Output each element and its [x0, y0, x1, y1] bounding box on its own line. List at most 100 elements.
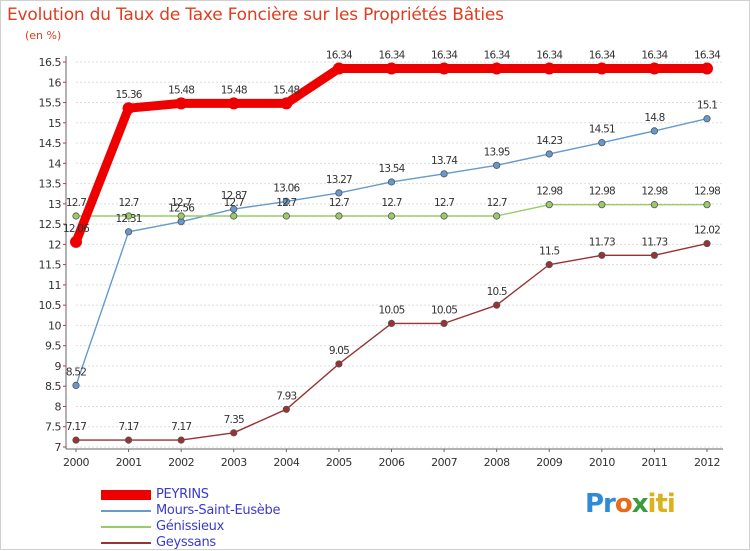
- y-tick-label: 12: [48, 238, 61, 251]
- chart-title: Evolution du Taux de Taxe Foncière sur l…: [7, 5, 504, 25]
- data-point: [177, 436, 185, 444]
- data-label: 7.35: [224, 414, 244, 426]
- data-point: [175, 97, 188, 110]
- legend-swatch: [101, 490, 151, 500]
- data-label: 15.36: [116, 89, 143, 101]
- data-point: [543, 62, 556, 75]
- data-label: 11.73: [641, 236, 667, 248]
- data-point: [230, 429, 238, 437]
- data-point: [122, 102, 135, 115]
- legend-swatch: [101, 542, 151, 544]
- data-label: 8.52: [66, 366, 86, 378]
- data-label: 15.1: [697, 100, 717, 112]
- y-tick-label: 8.5: [45, 380, 61, 393]
- data-label: 12.98: [589, 186, 615, 198]
- data-point: [282, 405, 290, 413]
- data-point: [387, 319, 396, 327]
- legend-label: PEYRINS: [156, 487, 209, 502]
- data-label: 16.34: [326, 49, 353, 61]
- data-label: 12.98: [694, 186, 720, 198]
- data-point: [387, 178, 396, 186]
- data-point: [598, 251, 606, 259]
- data-label: 13.74: [431, 155, 458, 167]
- data-label: 12.98: [536, 186, 562, 198]
- logo-part: o: [614, 489, 633, 519]
- x-tick-label: 2000: [63, 456, 89, 469]
- data-label: 10.05: [378, 304, 404, 316]
- data-point: [648, 62, 661, 75]
- data-point: [545, 201, 553, 209]
- data-label: 12.7: [276, 197, 296, 209]
- data-point: [440, 170, 448, 178]
- data-label: 12.7: [171, 197, 191, 209]
- data-point: [493, 301, 501, 309]
- legend-label: Génissieux: [156, 519, 225, 534]
- data-point: [701, 62, 713, 75]
- y-tick-label: 12.5: [39, 218, 62, 231]
- y-tick-label: 8: [55, 400, 62, 413]
- data-label: 16.34: [641, 49, 668, 61]
- y-tick-label: 14: [48, 157, 61, 170]
- data-label: 7.17: [66, 421, 86, 433]
- data-point: [493, 212, 501, 220]
- y-tick-label: 10: [48, 319, 61, 332]
- data-point: [440, 319, 448, 327]
- series-line-geyssans: [76, 242, 708, 441]
- data-label: 14.8: [644, 112, 664, 124]
- logo-part: Pr: [585, 489, 616, 519]
- y-tick-label: 7: [55, 441, 62, 454]
- data-point: [227, 97, 240, 110]
- data-point: [335, 212, 343, 220]
- x-tick-label: 2008: [484, 456, 510, 469]
- x-tick-label: 2011: [641, 456, 667, 469]
- data-label: 12.31: [116, 213, 142, 225]
- data-point: [545, 150, 553, 158]
- legend-swatch: [101, 526, 151, 528]
- data-label: 12.7: [329, 197, 349, 209]
- proxiti-logo: Proxiti: [585, 489, 676, 519]
- data-label: 11.5: [539, 246, 559, 258]
- data-point: [282, 212, 290, 220]
- data-point: [124, 228, 133, 236]
- data-point: [598, 201, 606, 209]
- y-tick-label: 15: [48, 117, 61, 130]
- data-label: 11.73: [589, 236, 615, 248]
- data-point: [72, 381, 80, 389]
- line-chart: 7 7.5 8 8.5 9 9.5 10 10.5 11 11.5 12 12.5 13 13.5 14 14…: [39, 49, 723, 469]
- data-label: 16.34: [484, 49, 511, 61]
- y-tick-label: 11: [48, 279, 61, 292]
- data-label: 7.17: [171, 421, 191, 433]
- data-label: 10.5: [487, 286, 507, 298]
- data-label: 13.27: [326, 174, 352, 186]
- data-label: 12.7: [224, 197, 244, 209]
- data-point: [598, 139, 606, 147]
- y-tick-label: 15.5: [39, 97, 62, 110]
- y-tick-label: 7.5: [45, 421, 61, 434]
- x-tick-label: 2012: [694, 456, 720, 469]
- x-tick-label: 2006: [379, 456, 405, 469]
- data-label: 12.7: [487, 197, 507, 209]
- data-label: 15.48: [221, 84, 247, 96]
- data-point: [282, 197, 290, 206]
- data-point: [332, 62, 345, 75]
- logo-part: x: [631, 489, 649, 519]
- x-tick-label: 2004: [273, 456, 299, 469]
- data-label: 10.05: [431, 304, 457, 316]
- legend-label: Mours-Saint-Eusèbe: [156, 503, 281, 518]
- data-label: 12.7: [66, 197, 86, 209]
- data-point: [438, 62, 451, 75]
- data-point: [385, 62, 398, 75]
- data-label: 12.7: [381, 197, 401, 209]
- data-point: [650, 201, 659, 209]
- data-point: [124, 212, 133, 220]
- x-tick-label: 2001: [116, 456, 142, 469]
- data-point: [703, 201, 711, 209]
- data-label: 12.98: [641, 186, 667, 198]
- data-point: [387, 212, 396, 220]
- y-tick-label: 13: [48, 198, 61, 211]
- y-axis-unit: (en %): [25, 29, 62, 42]
- data-point: [72, 436, 80, 444]
- data-point: [335, 189, 343, 197]
- data-label: 16.34: [536, 49, 563, 61]
- data-point: [335, 360, 343, 368]
